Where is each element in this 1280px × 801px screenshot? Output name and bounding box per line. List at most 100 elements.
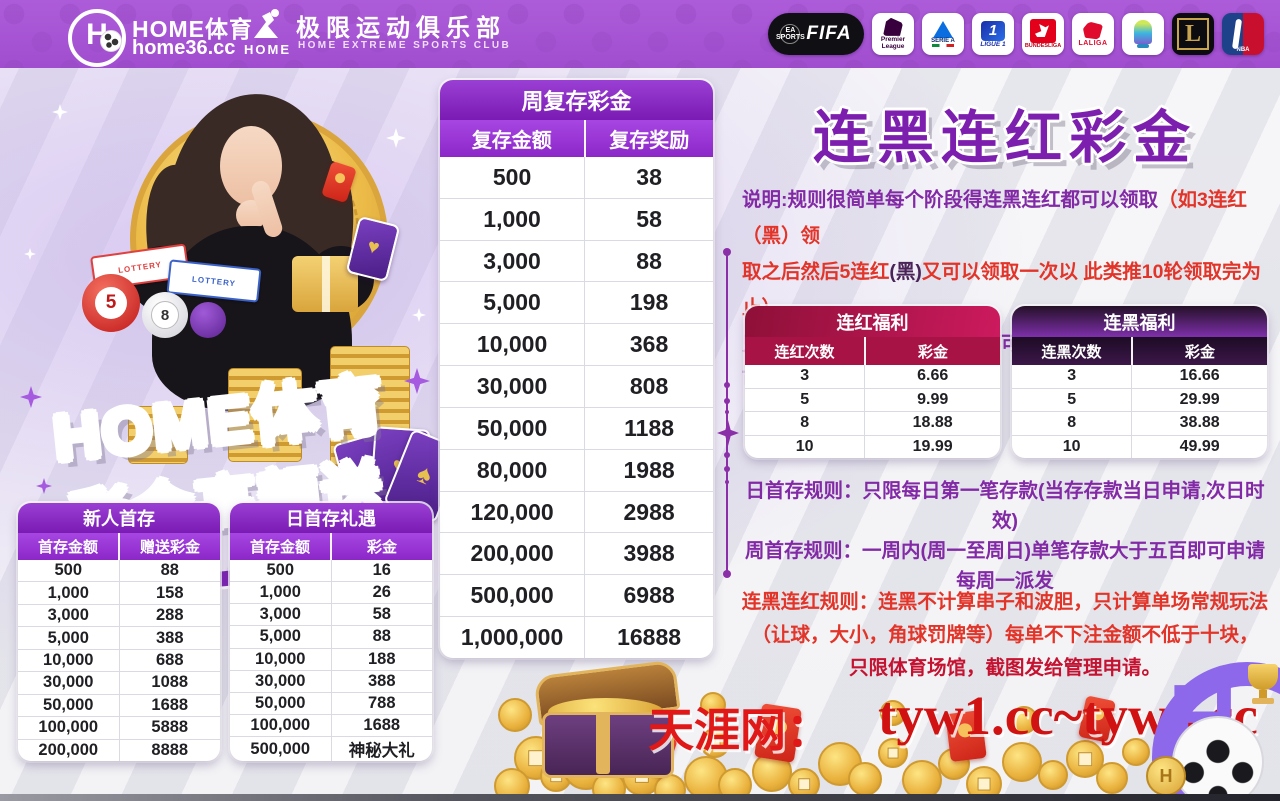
table-row: 1,000 58 [440,197,713,240]
table-cell: 38 [584,157,713,198]
club-title: 极限运动俱乐部 [296,15,506,42]
table-header: 复存金额 复存奖励 [440,120,713,157]
column-header: 复存金额 [471,130,552,152]
table-cell: 16888 [584,617,713,658]
italy-flag-icon [932,44,954,47]
desc-text: 说明:规则很简单每个阶段得连黑连红都可以领取 [742,189,1158,211]
table-cell: 18.88 [864,412,1000,435]
table-cell: 49.99 [1131,435,1267,458]
table-row: 3,000 58 [230,603,432,626]
table-row: 10 19.99 [745,434,1000,458]
table-cell: 8 [1067,414,1077,432]
table-cell: 3,000 [47,606,89,625]
euro-trophy-icon [1134,20,1152,44]
gold-coin [848,762,882,796]
table-cell: 38.88 [1131,412,1267,435]
bundesliga-label: BUNDESLIGA [1024,43,1062,49]
table-cell: 88 [330,626,433,648]
desc-text: （如3连红（黑）领 [742,189,1247,247]
lottery-ball-number: 8 [151,301,179,329]
table-title: 连红福利 [745,306,1000,337]
hero-visual: LOTTERY LOTTERY 5 8 HOME体育 彩金高额送 [0,68,465,554]
desc-text: (黑) [889,261,922,283]
table-row: 500 38 [440,157,713,198]
table-header: 连黑次数 彩金 [1012,337,1267,365]
table-cell: 80,000 [476,456,548,483]
table-cell: 688 [118,649,221,672]
table-row: 30,000 808 [440,365,713,407]
table-cell: 88 [584,240,713,282]
table-row: 8 38.88 [1012,411,1267,435]
table-cell: 500,000 [470,582,554,609]
table-cell: 30,000 [255,671,306,690]
table-cell: 1988 [584,449,713,491]
fifa-label: FIFA [806,23,852,44]
bottom-edge-bar [0,794,1280,801]
serie-a-icon [933,21,953,38]
table-cell: 3 [800,367,810,385]
table-row: 100,000 5888 [18,716,221,739]
euro-trophy-badge [1122,13,1164,55]
table-body: 500 38 1,000 58 3,000 88 5,000 198 10,000 368 30,0… [440,157,713,658]
divider-dot [724,466,730,472]
table-cell: 1188 [584,407,713,449]
column-header: 连红次数 [774,343,835,361]
table-title: 新人首存 [18,503,220,533]
black-streak-table: 连黑福利 连黑次数 彩金 3 16.66 5 29.99 8 38.88 10 49.99 [1012,306,1267,458]
gold-coin [498,698,532,732]
desc-line: 取之后然后5连红(黑)又可以领取一次以 此类推10轮领取完为止） [742,254,1274,326]
lottery-ball-red: 5 [82,274,140,332]
table-row: 500 16 [230,560,432,582]
table-cell: 19.99 [864,435,1000,458]
table-body: 3 6.66 5 9.99 8 18.88 10 19.99 [745,365,1000,458]
table-cell: 3,000 [259,605,301,624]
table-row: 10,000 688 [18,648,221,672]
table-cell: 5 [1067,390,1077,408]
sparkle-icon [412,308,426,322]
table-cell: 26 [330,582,433,604]
table-row: 50,000 1688 [18,693,220,717]
table-title: 周复存彩金 [440,80,713,120]
coin-pile-left [128,406,188,464]
new-user-deposit-table: 新人首存 首存金额 赠送彩金 500 88 1,000 158 3,000 288 5,00… [18,503,220,761]
column-header: 彩金 [330,533,432,560]
table-cell: 3,000 [483,247,541,274]
table-cell: 10 [1062,437,1081,455]
table-row: 500 88 [18,560,220,582]
brand-title: HOME体育 [132,16,253,42]
football-icon [1172,716,1264,801]
table-cell: 120,000 [470,498,554,525]
gold-h-coin-icon: H [1146,756,1186,796]
table-row: 80,000 1988 [440,448,713,491]
table-row: 200,000 8888 [18,738,220,761]
column-header: 首存金额 [249,539,310,556]
trophy-icon [1248,664,1278,690]
table-row: 5,000 198 [440,281,713,324]
table-cell: 500 [54,561,83,580]
column-header: 彩金 [1130,337,1267,365]
gold-coin [1038,760,1068,790]
ligue-1-label: LIGUE 1 [980,40,1006,48]
table-cell: 1,000,000 [460,624,564,651]
table-cell: 500,000 [250,739,311,758]
rule-line: 每周一派发 [956,570,1054,592]
table-cell: 10,000 [43,650,94,669]
table-row: 3 6.66 [745,365,1000,388]
table-cell: 3988 [584,533,713,575]
nba-label: NBA [1236,47,1250,53]
rule-line: （让球，大小，角球罚牌等）每单不下注金额不低于十块， [751,624,1259,646]
table-cell: 188 [330,648,433,670]
laliga-icon [1083,21,1103,40]
rule-line: 只限体育场馆，截图发给管理申请。 [848,657,1161,679]
table-cell: 1088 [118,672,221,694]
table-header: 首存金额 彩金 [230,533,432,560]
table-cell: 388 [118,627,221,649]
bundesliga-badge: BUNDESLIGA [1022,13,1064,55]
table-cell: 58 [584,198,713,240]
coin-hole [1078,752,1092,766]
brand-domain[interactable]: home36.cc [132,37,236,59]
table-cell: 50,000 [255,693,306,712]
table-cell: 808 [584,366,713,407]
table-cell: 5888 [118,717,221,739]
lottery-ball-purple [190,302,226,338]
